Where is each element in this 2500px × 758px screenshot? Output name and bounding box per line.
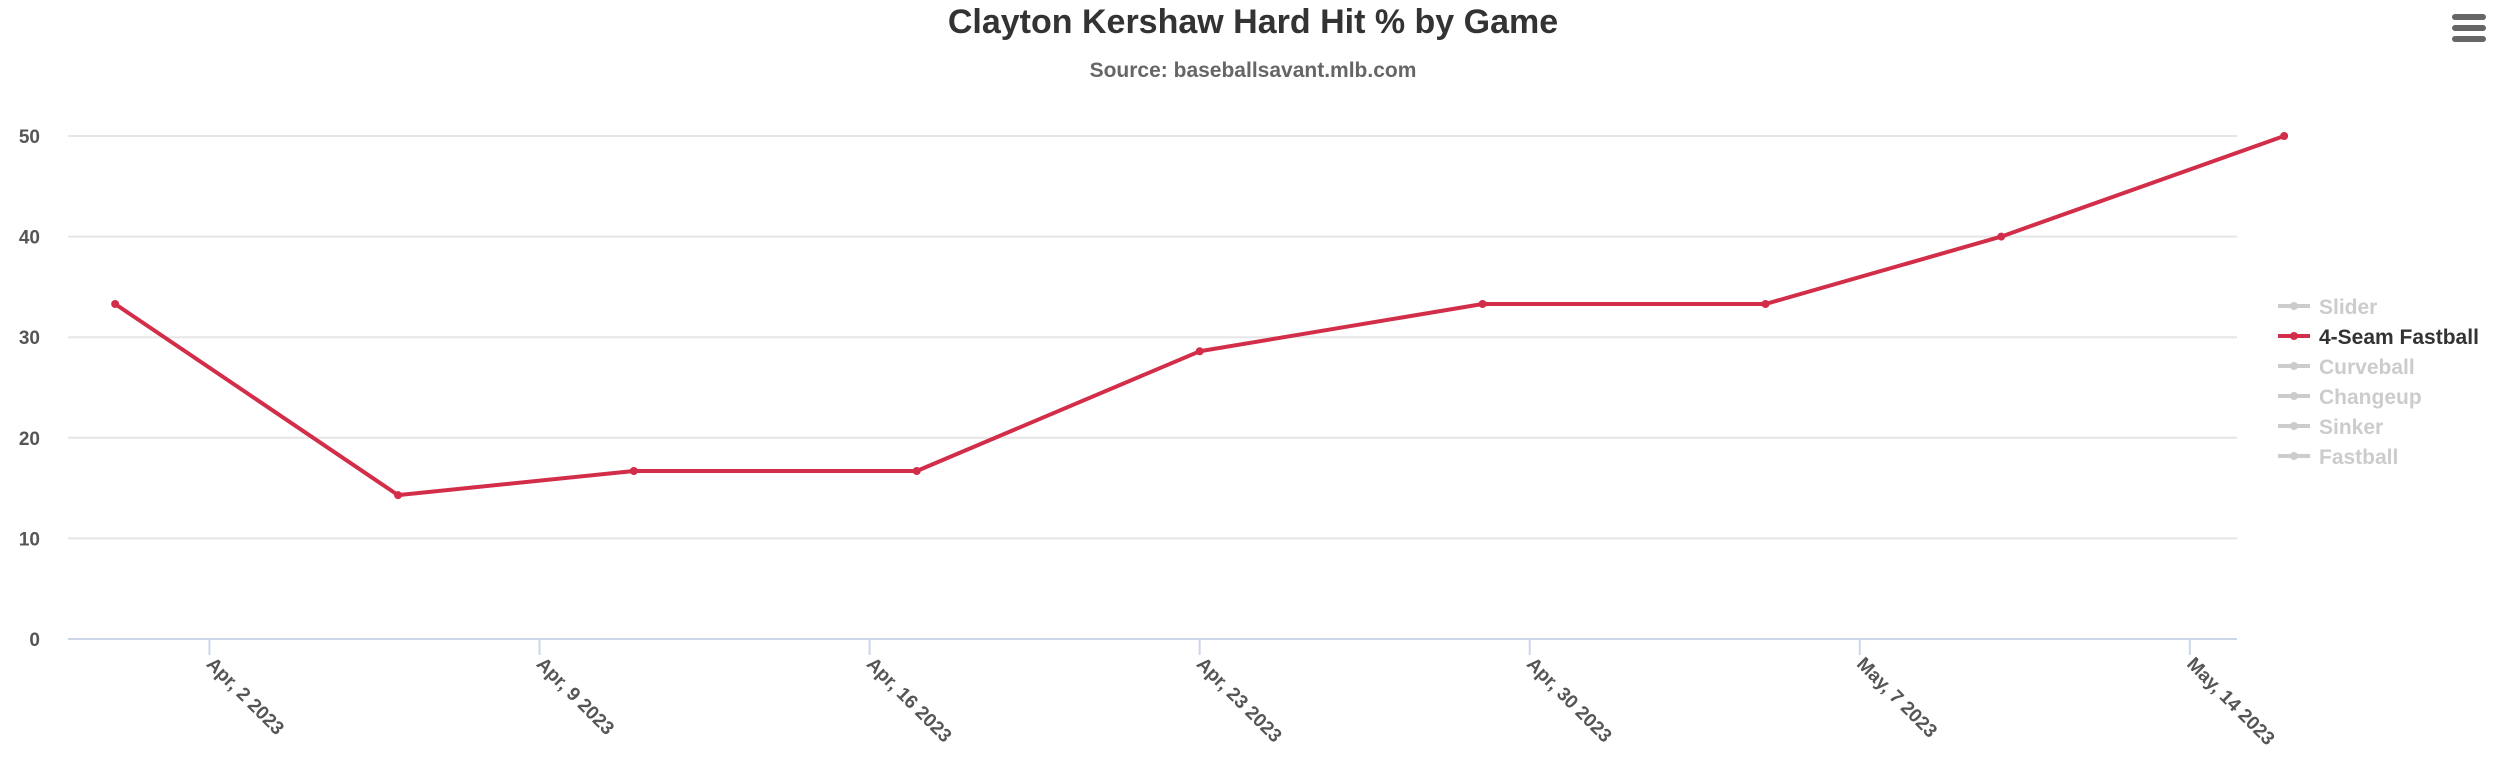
series-line[interactable] [113, 134, 2287, 498]
y-tick-label: 10 [19, 529, 40, 550]
data-point[interactable] [1195, 347, 1204, 356]
hamburger-menu-icon-bar [2452, 36, 2486, 42]
data-point[interactable] [1478, 300, 1487, 309]
gridlines [68, 135, 2237, 540]
data-point[interactable] [394, 491, 403, 500]
legend-marker-icon [2290, 362, 2298, 370]
legend-marker-icon [2290, 392, 2298, 400]
data-point[interactable] [111, 300, 120, 309]
legend-label: 4-Seam Fastball [2319, 326, 2479, 349]
data-point[interactable] [1997, 232, 2006, 241]
legend-label: Changeup [2319, 386, 2422, 409]
y-tick-label: 50 [19, 127, 40, 148]
legend-item[interactable]: Changeup [2278, 386, 2422, 409]
legend-label: Curveball [2319, 356, 2415, 379]
legend-label: Slider [2319, 296, 2377, 319]
legend-marker-icon [2290, 302, 2298, 310]
legend-label: Sinker [2319, 416, 2383, 439]
x-tick-label: May, 7 2023 [1852, 654, 1941, 743]
legend-item[interactable]: Sinker [2278, 416, 2383, 439]
legend-label: Fastball [2319, 446, 2398, 469]
chart-subtitle: Source: baseballsavant.mlb.com [1090, 59, 1417, 82]
x-tick-label: May, 14 2023 [2182, 654, 2278, 750]
x-tick-label: Apr, 30 2023 [1522, 654, 1615, 747]
data-point[interactable] [629, 466, 638, 475]
y-tick-label: 20 [19, 429, 40, 450]
x-tick-label: Apr, 2 2023 [202, 654, 288, 740]
data-point[interactable] [1761, 300, 1770, 309]
x-tick-label: Apr, 23 2023 [1192, 654, 1285, 747]
legend-marker-icon [2290, 332, 2298, 340]
legend: Slider 4-Seam Fastball Curveball Changeup Si… [2278, 296, 2479, 469]
y-tick-label: 0 [29, 630, 40, 651]
legend-marker-icon [2290, 452, 2298, 460]
legend-item[interactable]: 4-Seam Fastball [2278, 326, 2479, 349]
x-tick-label: Apr, 16 2023 [862, 654, 955, 747]
x-axis: Apr, 2 2023 Apr, 9 2023 Apr, 16 2023 Apr, 2… [68, 638, 2278, 750]
hamburger-menu-icon-bar [2452, 25, 2486, 31]
legend-item[interactable]: Fastball [2278, 446, 2398, 469]
series-plot-area [111, 132, 2289, 500]
chart-context-menu-button[interactable] [2448, 8, 2490, 48]
legend-item[interactable]: Slider [2278, 296, 2377, 319]
legend-item[interactable]: Curveball [2278, 356, 2415, 379]
legend-marker-icon [2290, 422, 2298, 430]
data-point[interactable] [912, 466, 921, 475]
y-axis: 0 10 20 30 40 50 [19, 127, 40, 651]
y-tick-label: 30 [19, 328, 40, 349]
x-tick-label: Apr, 9 2023 [532, 654, 618, 740]
data-point[interactable] [2280, 132, 2289, 140]
chart-title: Clayton Kershaw Hard Hit % by Game [948, 3, 1558, 41]
hamburger-menu-icon [2452, 14, 2486, 20]
y-tick-label: 40 [19, 228, 40, 249]
